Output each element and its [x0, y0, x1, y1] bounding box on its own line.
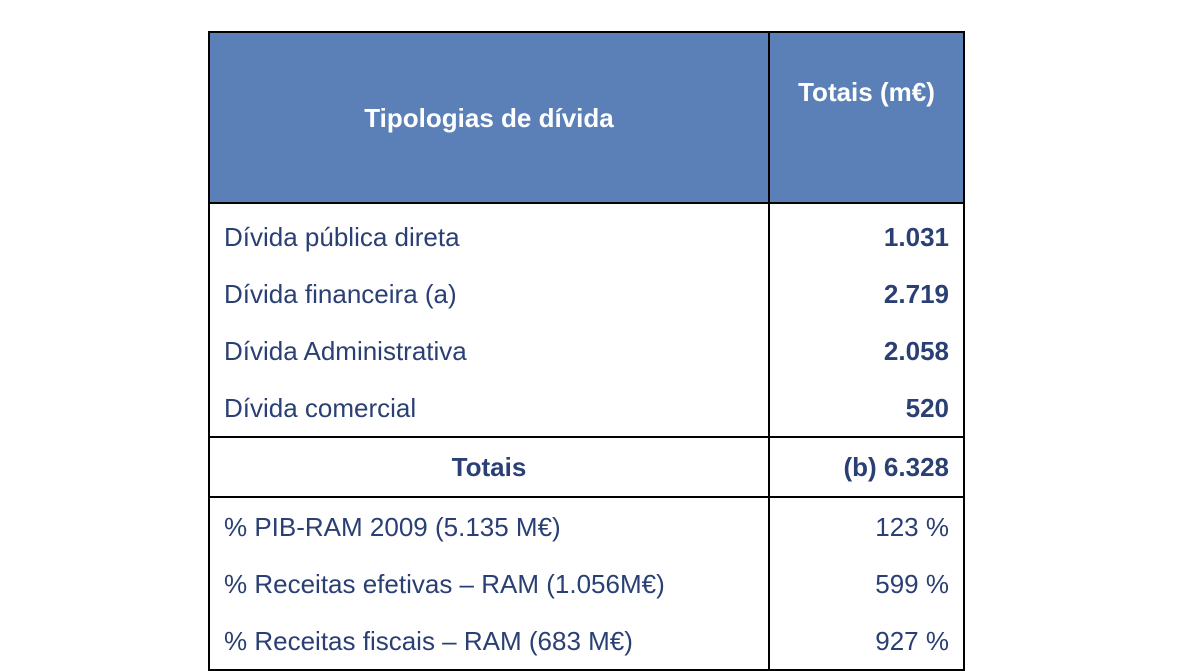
ratio-label: % Receitas fiscais – RAM (683 M€)	[208, 612, 770, 671]
ratio-row: % Receitas fiscais – RAM (683 M€) 927 %	[208, 612, 965, 671]
debt-label: Dívida comercial	[208, 379, 770, 437]
debt-value: 2.719	[768, 265, 965, 322]
ratio-label: % Receitas efetivas – RAM (1.056M€)	[208, 555, 770, 612]
table-row: Dívida pública direta 1.031	[208, 203, 965, 265]
ratio-label: % PIB-RAM 2009 (5.135 M€)	[208, 497, 770, 555]
header-totals: Totais (m€)	[768, 31, 965, 204]
ratio-row: % PIB-RAM 2009 (5.135 M€) 123 %	[208, 497, 965, 555]
header-debt-type: Tipologias de dívida	[208, 31, 770, 204]
debt-label: Dívida financeira (a)	[208, 265, 770, 322]
ratio-value: 599 %	[768, 555, 965, 612]
debt-label: Dívida pública direta	[208, 203, 770, 265]
table-row: Dívida Administrativa 2.058	[208, 322, 965, 379]
debt-label: Dívida Administrativa	[208, 322, 770, 379]
debt-table: Tipologias de dívida Totais (m€) Dívida …	[208, 31, 965, 671]
ratio-row: % Receitas efetivas – RAM (1.056M€) 599 …	[208, 555, 965, 612]
debt-value: 2.058	[768, 322, 965, 379]
totals-row: Totais (b) 6.328	[208, 436, 965, 498]
debt-value: 520	[768, 379, 965, 437]
ratio-value: 123 %	[768, 497, 965, 555]
debt-value: 1.031	[768, 203, 965, 265]
ratio-value: 927 %	[768, 612, 965, 671]
totals-value: (b) 6.328	[768, 436, 965, 498]
table-row: Dívida financeira (a) 2.719	[208, 265, 965, 322]
header-row: Tipologias de dívida Totais (m€)	[208, 31, 965, 204]
totals-label: Totais	[208, 436, 770, 498]
table-row: Dívida comercial 520	[208, 379, 965, 437]
